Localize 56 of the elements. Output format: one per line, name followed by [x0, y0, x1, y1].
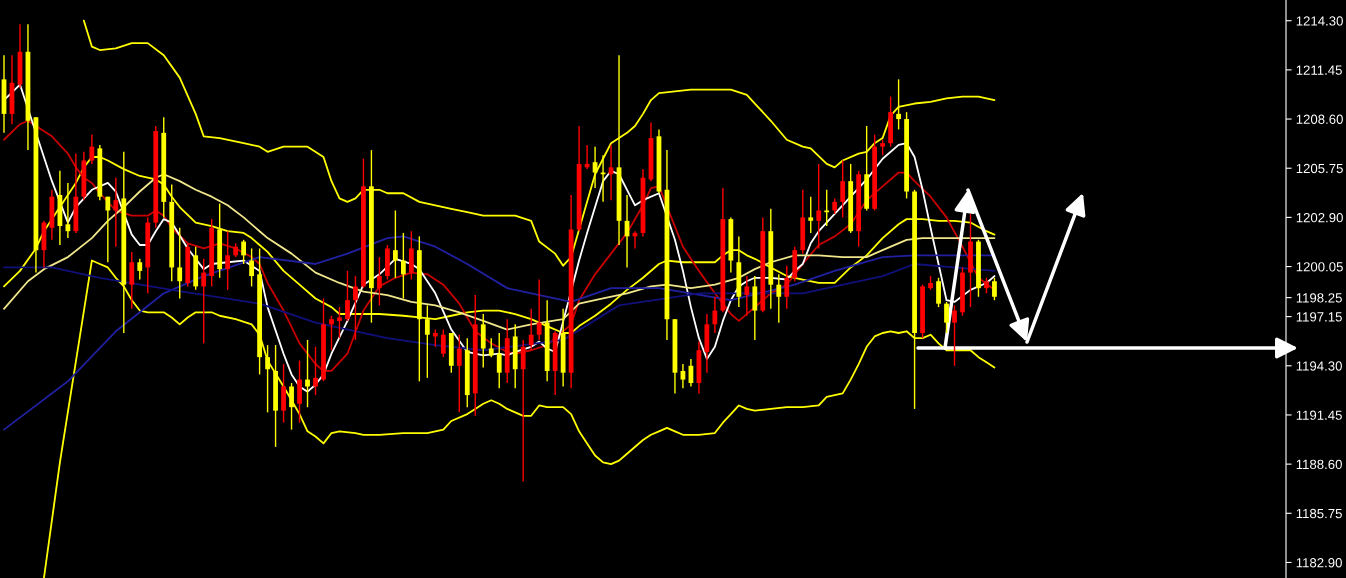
y-tick-label: 1191.45 — [1296, 410, 1342, 420]
y-tick-label: 1198.25 — [1296, 293, 1342, 303]
candlestick — [536, 278, 542, 341]
candlestick — [488, 337, 494, 358]
candlestick — [313, 346, 318, 396]
candlestick — [89, 133, 95, 165]
candlestick — [520, 339, 526, 483]
candlestick — [528, 308, 534, 351]
candlestick — [712, 296, 718, 334]
candlestick — [824, 189, 830, 227]
line-series — [3, 263, 996, 352]
y-tick-label: 1211.45 — [1296, 65, 1342, 75]
candlestick — [137, 258, 143, 281]
candlestick — [952, 304, 957, 367]
candlestick — [113, 177, 119, 248]
candlestick — [225, 230, 231, 291]
y-tick-label: 1200.05 — [1296, 262, 1343, 272]
candlestick — [944, 301, 949, 334]
candlestick — [345, 270, 350, 322]
candlestick — [377, 256, 382, 307]
candlestick — [201, 258, 207, 345]
candlestick — [241, 239, 247, 265]
candlestick — [105, 195, 111, 263]
candlestick — [353, 275, 358, 341]
y-tick-label: 1202.90 — [1296, 212, 1343, 223]
y-tick-label: 1185.75 — [1296, 508, 1342, 519]
candlestick — [808, 195, 814, 234]
candlestick — [992, 277, 997, 301]
candlestick — [289, 382, 294, 431]
y-tick-label: 1205.75 — [1296, 163, 1343, 174]
candlestick — [65, 182, 71, 239]
candlestick — [337, 306, 342, 339]
candlestick — [177, 227, 183, 300]
candlestick — [816, 163, 822, 250]
candlestick — [840, 159, 846, 219]
candlestick — [329, 315, 334, 351]
candlestick — [249, 247, 254, 288]
y-tick-label: 1194.30 — [1296, 361, 1342, 371]
candlestick — [456, 334, 462, 414]
y-tick-label: 1214.30 — [1296, 16, 1343, 26]
candlestick — [896, 78, 901, 131]
candlestick — [936, 277, 941, 308]
candlestick — [305, 339, 310, 408]
candlestick — [784, 265, 790, 310]
candlestick — [496, 332, 502, 389]
candlestick — [744, 275, 750, 317]
candlestick — [440, 328, 446, 358]
candlestick — [129, 251, 135, 310]
candlestick — [400, 232, 406, 300]
y-tick-label: 1208.60 — [1296, 114, 1343, 124]
y-tick-label: 1197.15 — [1296, 312, 1342, 322]
candlestick — [392, 209, 398, 279]
y-tick-label: 1182.90 — [1296, 558, 1342, 568]
candlestick — [265, 344, 270, 414]
y-tick-label: 1188.60 — [1296, 459, 1342, 470]
candlestick — [776, 273, 782, 324]
